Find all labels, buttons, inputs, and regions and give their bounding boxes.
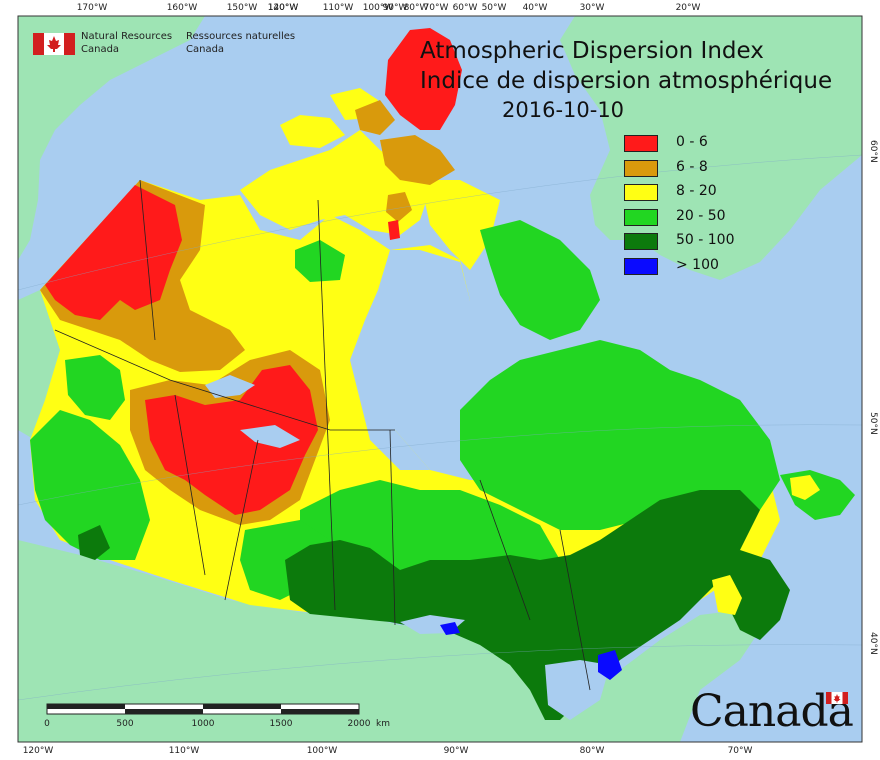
legend-label: 6 - 8 bbox=[676, 158, 708, 175]
legend-label: 0 - 6 bbox=[676, 134, 708, 150]
latitude-tick-label: 40°N bbox=[0, 667, 1, 690]
legend-label: 8 - 20 bbox=[676, 183, 717, 199]
agency-fr-line2: Canada bbox=[186, 44, 225, 55]
victoria-island-green bbox=[295, 240, 345, 282]
longitude-tick-label: 170°W bbox=[76, 3, 108, 13]
latitude-tick-label: 50°N bbox=[0, 465, 1, 488]
longitude-tick-label: 40°W bbox=[522, 3, 548, 13]
yukon-red bbox=[45, 185, 182, 320]
longitude-tick-label: 110°W bbox=[168, 746, 200, 756]
legend-label: 20 - 50 bbox=[676, 207, 726, 224]
longitude-tick-label: 30°W bbox=[579, 3, 605, 13]
legend-swatch bbox=[624, 257, 658, 275]
provincial-borders bbox=[54, 179, 591, 691]
scale-label: 1500 bbox=[269, 719, 293, 729]
legend-swatch bbox=[624, 159, 658, 177]
scale-unit: km bbox=[376, 719, 390, 729]
longitude-tick-label: 120°W bbox=[267, 3, 299, 13]
latitude-tick-label: 60°N bbox=[0, 255, 1, 278]
longitude-tick-label: 80°W bbox=[579, 746, 605, 756]
longitude-tick-label: 100°W bbox=[306, 746, 338, 756]
longitude-tick-label: 70°W bbox=[727, 746, 753, 756]
legend-label: > 100 bbox=[676, 256, 719, 273]
blue-high-ontario bbox=[598, 650, 622, 680]
newfoundland-yellow bbox=[790, 475, 820, 500]
baffin-green bbox=[480, 220, 600, 340]
agency-fr-line1: Ressources naturelles bbox=[186, 31, 296, 42]
agency-en-line2: Canada bbox=[81, 44, 120, 55]
arctic-islands-yellow-4 bbox=[420, 180, 500, 270]
latitude-tick-label: 40°N bbox=[868, 632, 878, 655]
longitude-tick-label: 90°W bbox=[382, 3, 408, 13]
longitude-tick-label: 80°W bbox=[403, 3, 429, 13]
arctic-islands-yellow-2 bbox=[280, 115, 345, 148]
agency-english: Natural Resources Canada bbox=[81, 30, 172, 56]
map-border bbox=[17, 15, 863, 743]
longitude-tick-label: 20°W bbox=[675, 3, 701, 13]
quebec-green bbox=[460, 340, 780, 530]
legend-swatch bbox=[624, 135, 658, 152]
great-bear-lake bbox=[205, 375, 255, 398]
maritimes-yellow bbox=[712, 575, 742, 615]
ontario-dkgreen bbox=[285, 490, 760, 720]
graticule bbox=[17, 154, 863, 701]
scale-label: 0 bbox=[44, 719, 50, 729]
legend-swatch bbox=[624, 184, 658, 201]
arctic-islands-yellow bbox=[240, 130, 430, 235]
longitude-tick-label: 120°W bbox=[22, 746, 54, 756]
arctic-orange-2 bbox=[386, 192, 412, 222]
legend-swatch bbox=[624, 233, 658, 250]
longitude-tick-label: 110°W bbox=[322, 3, 354, 13]
agency-en-line1: Natural Resources bbox=[81, 31, 173, 42]
title-french: Indice de dispersion atmosphérique bbox=[420, 68, 833, 94]
longitude-tick-label: 100°W bbox=[362, 3, 394, 13]
great-slave-lake bbox=[240, 425, 300, 448]
scale-label: 1000 bbox=[191, 719, 215, 729]
canada-wordmark-flag-icon bbox=[826, 692, 848, 704]
agency-french: Ressources naturelles Canada bbox=[186, 30, 295, 56]
longitude-tick-label: 50°W bbox=[481, 3, 507, 13]
longitude-tick-label: 150°W bbox=[226, 3, 258, 13]
longitude-tick-label: 90°W bbox=[443, 746, 469, 756]
latitude-tick-label: 60°N bbox=[868, 140, 878, 163]
scale-label: 2000 bbox=[347, 719, 371, 729]
hudson-bay bbox=[350, 250, 470, 470]
arctic-red-spot bbox=[388, 220, 400, 240]
longitude-tick-label: 70°W bbox=[423, 3, 449, 13]
canada-flag-icon bbox=[33, 33, 75, 55]
prairie-red bbox=[145, 365, 318, 515]
arctic-orange-1 bbox=[380, 135, 455, 185]
maritimes-dkgreen bbox=[710, 550, 790, 640]
ellesmere-red bbox=[385, 28, 462, 130]
lake-huron-erie bbox=[545, 660, 610, 720]
map-date: 2016-10-10 bbox=[502, 98, 625, 122]
bc-coast-dkgreen bbox=[78, 525, 110, 560]
longitude-tick-label: 60°W bbox=[452, 3, 478, 13]
bc-green-north bbox=[65, 355, 125, 420]
bc-green bbox=[30, 410, 150, 560]
scale-label: 500 bbox=[116, 719, 134, 729]
legend-swatch bbox=[624, 208, 658, 226]
legend-label: 50 - 100 bbox=[676, 232, 735, 248]
title-english: Atmospheric Dispersion Index bbox=[420, 38, 764, 64]
scale-bar-graphic bbox=[46, 703, 360, 715]
latitude-tick-label: 50°N bbox=[868, 412, 878, 435]
longitude-tick-label: 160°W bbox=[166, 3, 198, 13]
alaska-land bbox=[18, 16, 205, 260]
ellesmere-orange bbox=[355, 100, 395, 135]
map-title-block: Atmospheric Dispersion Index Indice de d… bbox=[420, 36, 832, 124]
longitude-tick-label: 140°W bbox=[267, 3, 299, 13]
blue-high-superior bbox=[440, 622, 460, 635]
